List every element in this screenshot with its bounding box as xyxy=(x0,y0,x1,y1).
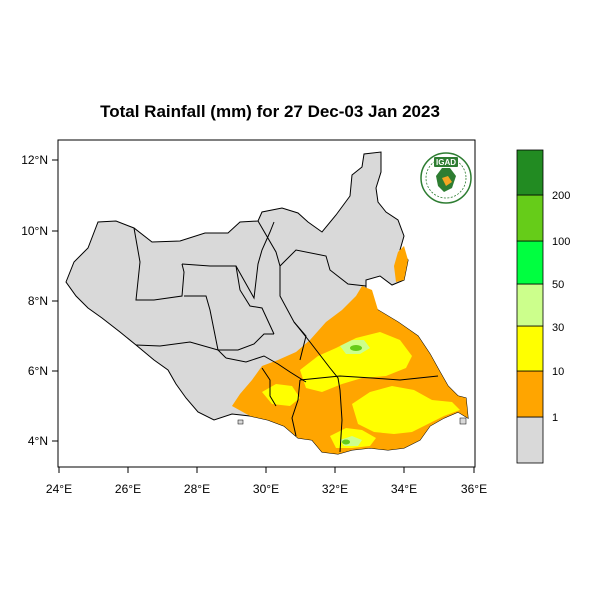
lake-marker-east xyxy=(459,417,467,425)
y-tick-label: 8°N xyxy=(28,294,48,308)
colorbar-label: 100 xyxy=(552,236,570,248)
colorbar-bin xyxy=(516,194,544,242)
state-boundaries xyxy=(133,220,439,453)
colorbar-bin xyxy=(516,240,544,285)
igad-logo-text: IGAD xyxy=(436,158,456,167)
x-tick-label: 32°E xyxy=(322,482,348,496)
rain-zone-green-south xyxy=(342,439,350,445)
colorbar xyxy=(516,149,544,464)
colorbar-bin xyxy=(516,370,544,418)
x-tick-label: 34°E xyxy=(391,482,417,496)
x-tick-label: 28°E xyxy=(184,482,210,496)
map-title: Total Rainfall (mm) for 27 Dec-03 Jan 20… xyxy=(100,102,440,121)
rain-zone-yellow-east xyxy=(352,386,460,434)
y-axis-ticks xyxy=(52,159,58,442)
lake-marker xyxy=(237,419,244,425)
colorbar-label: 30 xyxy=(552,322,564,334)
x-tick-label: 24°E xyxy=(46,482,72,496)
y-tick-label: 4°N xyxy=(28,434,48,448)
rain-zone-yellow-west xyxy=(262,384,300,406)
y-tick-label: 12°N xyxy=(21,153,48,167)
x-tick-label: 36°E xyxy=(461,482,487,496)
colorbar-label: 10 xyxy=(552,366,564,378)
x-tick-label: 30°E xyxy=(253,482,279,496)
y-tick-label: 10°N xyxy=(21,224,48,238)
rain-zone-orange-north xyxy=(394,246,408,282)
colorbar-label: 50 xyxy=(552,279,564,291)
rain-zone-green xyxy=(350,345,362,351)
x-axis-ticks xyxy=(58,467,475,473)
colorbar-bin xyxy=(516,283,544,327)
igad-logo: IGAD xyxy=(420,152,472,204)
colorbar-label: 200 xyxy=(552,190,570,202)
x-tick-label: 26°E xyxy=(115,482,141,496)
colorbar-bin xyxy=(516,149,544,196)
colorbar-label: 1 xyxy=(552,412,558,424)
colorbar-bin xyxy=(516,325,544,372)
colorbar-bin xyxy=(516,416,544,464)
y-tick-label: 6°N xyxy=(28,364,48,378)
